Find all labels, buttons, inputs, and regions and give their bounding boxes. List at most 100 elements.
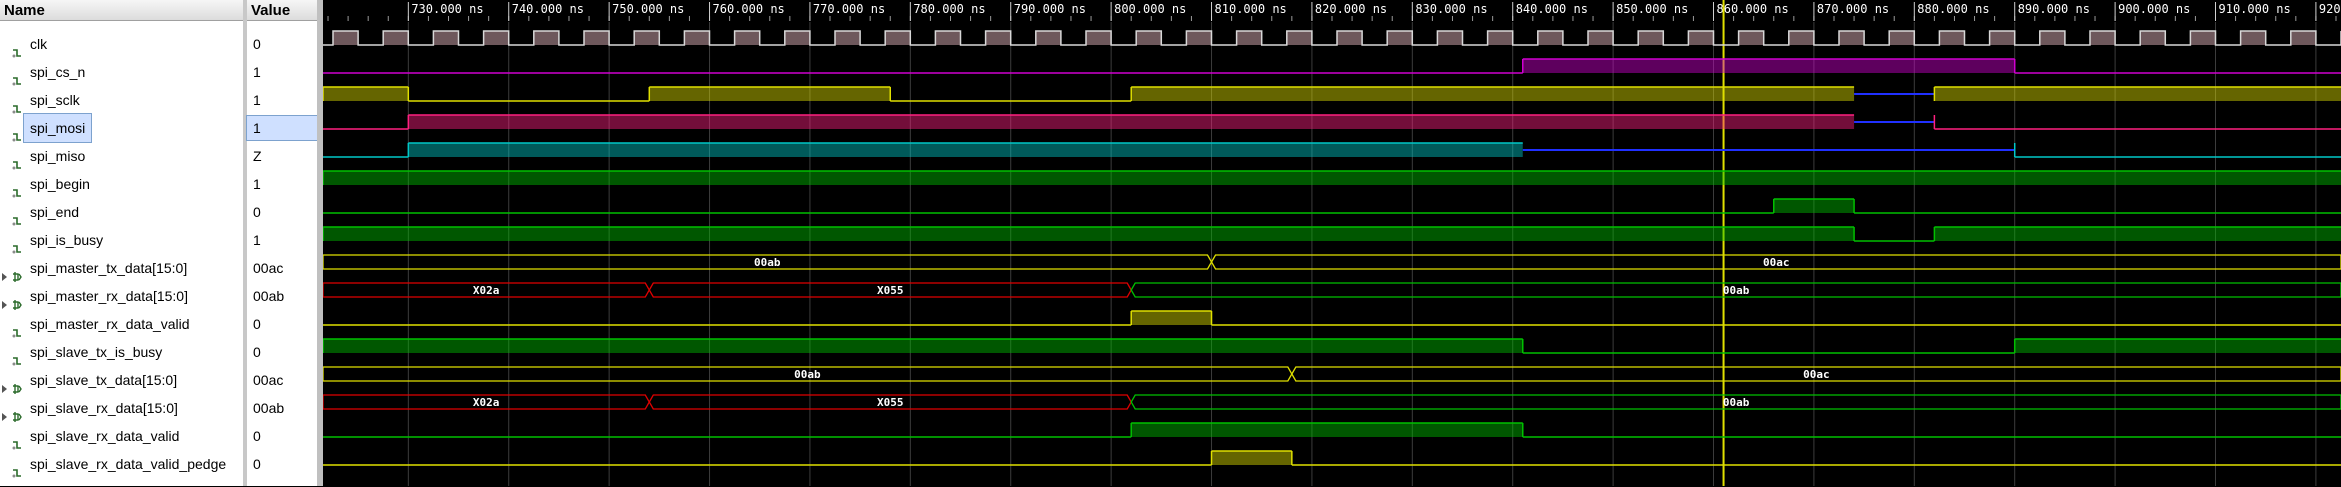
bus-value-label: 00ab <box>794 368 821 381</box>
bit-signal-icon <box>12 39 22 58</box>
time-label: 800.000 ns <box>1114 2 1186 16</box>
signal-name[interactable]: spi_miso <box>30 148 86 164</box>
bus-value-label: X055 <box>877 284 904 297</box>
value-column-header[interactable]: Value <box>247 0 317 21</box>
high-segment-fill <box>1131 87 1855 101</box>
signal-name[interactable]: spi_slave_rx_data[15:0] <box>30 400 178 416</box>
time-label: 870.000 ns <box>1817 2 1889 16</box>
signal-row[interactable]: spi_slave_rx_data_valid <box>0 422 243 450</box>
signal-row[interactable]: spi_master_tx_data[15:0] <box>0 254 243 282</box>
signal-name[interactable]: spi_slave_rx_data_valid <box>30 428 180 444</box>
clock-high-fill <box>533 31 559 45</box>
signal-row[interactable]: clk <box>0 30 243 58</box>
signal-row[interactable]: spi_master_rx_data_valid <box>0 310 243 338</box>
signal-value[interactable]: 0 <box>253 456 261 472</box>
bus-segment <box>1291 366 2341 382</box>
signal-name[interactable]: spi_slave_tx_is_busy <box>30 344 163 360</box>
signal-value[interactable]: 1 <box>253 64 261 80</box>
signal-row[interactable]: spi_mosi <box>0 113 243 143</box>
signal-row[interactable]: spi_slave_rx_data[15:0] <box>0 394 243 422</box>
high-segment-fill <box>323 339 1523 353</box>
signal-value[interactable]: 1 <box>246 115 318 141</box>
signal-name[interactable]: spi_is_busy <box>30 232 104 248</box>
clock-high-fill <box>1035 31 1061 45</box>
signal-name[interactable]: spi_cs_n <box>30 64 86 80</box>
signal-row[interactable]: spi_miso <box>0 142 243 170</box>
bit-signal-icon <box>12 431 22 450</box>
signal-value[interactable]: 0 <box>253 428 261 444</box>
bus-segment <box>1130 282 2341 298</box>
time-label: 920.0 <box>2319 2 2341 16</box>
time-ruler <box>323 0 2341 22</box>
bit-signal-icon <box>12 179 22 198</box>
bus-value-label: X02a <box>473 284 500 297</box>
time-label: 810.000 ns <box>1215 2 1287 16</box>
clock-high-fill <box>1939 31 1965 45</box>
signal-row[interactable]: spi_slave_tx_data[15:0] <box>0 366 243 394</box>
signal-value[interactable]: 00ac <box>253 372 284 388</box>
time-label: 820.000 ns <box>1315 2 1387 16</box>
signal-value[interactable]: 0 <box>253 316 261 332</box>
signal-row[interactable]: spi_sclk <box>0 86 243 114</box>
expand-arrow-icon[interactable] <box>2 403 8 421</box>
signal-name[interactable]: spi_mosi <box>22 113 93 143</box>
signal-name[interactable]: spi_end <box>30 204 80 220</box>
value-wave-splitter[interactable] <box>317 0 323 486</box>
clock-high-fill <box>2090 31 2116 45</box>
high-segment-fill <box>1211 451 1292 465</box>
signal-name[interactable]: spi_master_rx_data_valid <box>30 316 190 332</box>
expand-arrow-icon[interactable] <box>2 375 8 393</box>
signal-value[interactable]: 00ab <box>253 400 285 416</box>
signal-name[interactable]: spi_slave_tx_data[15:0] <box>30 372 178 388</box>
time-label: 770.000 ns <box>813 2 885 16</box>
clock-high-fill <box>684 31 710 45</box>
clock-high-fill <box>1537 31 1563 45</box>
name-column-header[interactable]: Name <box>0 0 243 21</box>
signal-value[interactable]: 1 <box>253 232 261 248</box>
clock-high-fill <box>985 31 1011 45</box>
waveform-canvas[interactable]: 730.000 ns 740.000 ns 750.000 ns 760.000 ns… <box>323 0 2341 486</box>
signal-row[interactable]: spi_is_busy <box>0 226 243 254</box>
time-label: 740.000 ns <box>512 2 584 16</box>
time-label: 900.000 ns <box>2118 2 2190 16</box>
bit-signal-icon <box>12 123 22 142</box>
signal-name[interactable]: spi_begin <box>30 176 90 192</box>
clock-high-fill <box>1186 31 1212 45</box>
signal-value[interactable]: 00ac <box>253 260 284 276</box>
signal-name[interactable]: spi_sclk <box>30 92 80 108</box>
signal-value[interactable]: Z <box>253 148 262 164</box>
time-label: 860.000 ns <box>1717 2 1789 16</box>
signal-value[interactable]: 1 <box>253 176 261 192</box>
signal-value[interactable]: 1 <box>253 92 261 108</box>
time-label: 910.000 ns <box>2219 2 2291 16</box>
bus-signal-icon <box>12 403 22 422</box>
clock-high-fill <box>1337 31 1363 45</box>
waveform-panel[interactable]: 730.000 ns 740.000 ns 750.000 ns 760.000 ns… <box>323 0 2341 486</box>
signal-value[interactable]: 0 <box>253 204 261 220</box>
high-segment-fill <box>1522 59 2015 73</box>
clock-high-fill <box>2290 31 2316 45</box>
expand-arrow-icon[interactable] <box>2 263 8 281</box>
signal-name[interactable]: spi_master_tx_data[15:0] <box>30 260 188 276</box>
bus-value-label: 00ab <box>1723 396 1750 409</box>
time-label: 880.000 ns <box>1917 2 1989 16</box>
signal-row[interactable]: spi_begin <box>0 170 243 198</box>
signal-name[interactable]: clk <box>30 36 48 52</box>
signal-row[interactable]: spi_end <box>0 198 243 226</box>
clock-high-fill <box>584 31 610 45</box>
signal-value[interactable]: 00ab <box>253 288 285 304</box>
signal-row[interactable]: spi_cs_n <box>0 58 243 86</box>
signal-name[interactable]: spi_slave_rx_data_valid_pedge <box>30 456 227 472</box>
name-value-splitter[interactable] <box>243 0 247 486</box>
signal-value[interactable]: 0 <box>253 344 261 360</box>
clock-high-fill <box>1738 31 1764 45</box>
bus-signal-icon <box>12 291 22 310</box>
clock-high-fill <box>784 31 810 45</box>
signal-row[interactable]: spi_slave_tx_is_busy <box>0 338 243 366</box>
time-label: 830.000 ns <box>1415 2 1487 16</box>
signal-name[interactable]: spi_master_rx_data[15:0] <box>30 288 188 304</box>
signal-value[interactable]: 0 <box>253 36 261 52</box>
signal-row[interactable]: spi_master_rx_data[15:0] <box>0 282 243 310</box>
signal-row[interactable]: spi_slave_rx_data_valid_pedge <box>0 450 243 478</box>
expand-arrow-icon[interactable] <box>2 291 8 309</box>
